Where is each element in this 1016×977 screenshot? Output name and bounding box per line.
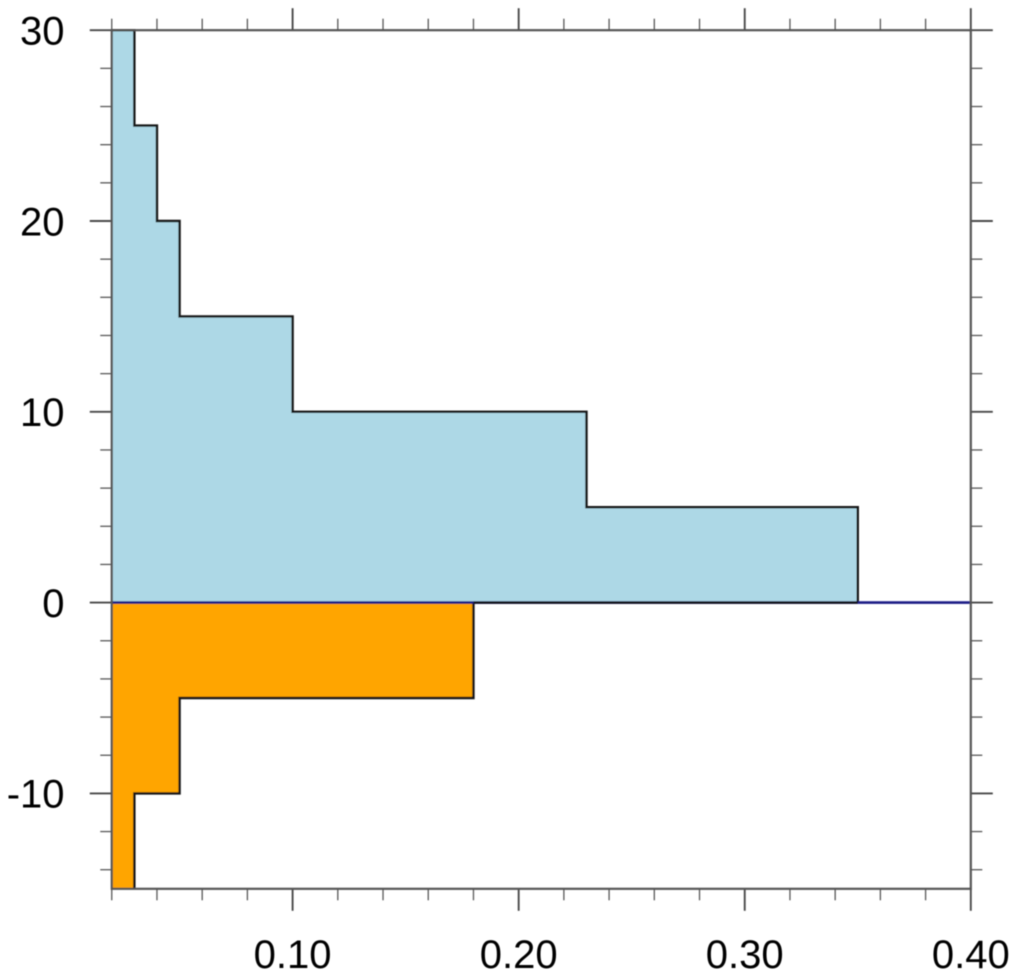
- svg-text:0: 0: [42, 582, 64, 626]
- svg-text:-10: -10: [7, 773, 65, 817]
- svg-text:30: 30: [20, 10, 65, 54]
- svg-text:10: 10: [20, 391, 65, 435]
- svg-text:0.30: 0.30: [706, 933, 784, 977]
- svg-text:0.20: 0.20: [480, 933, 558, 977]
- svg-text:0.40: 0.40: [932, 933, 1010, 977]
- svg-text:20: 20: [20, 200, 65, 244]
- svg-text:0.10: 0.10: [254, 933, 332, 977]
